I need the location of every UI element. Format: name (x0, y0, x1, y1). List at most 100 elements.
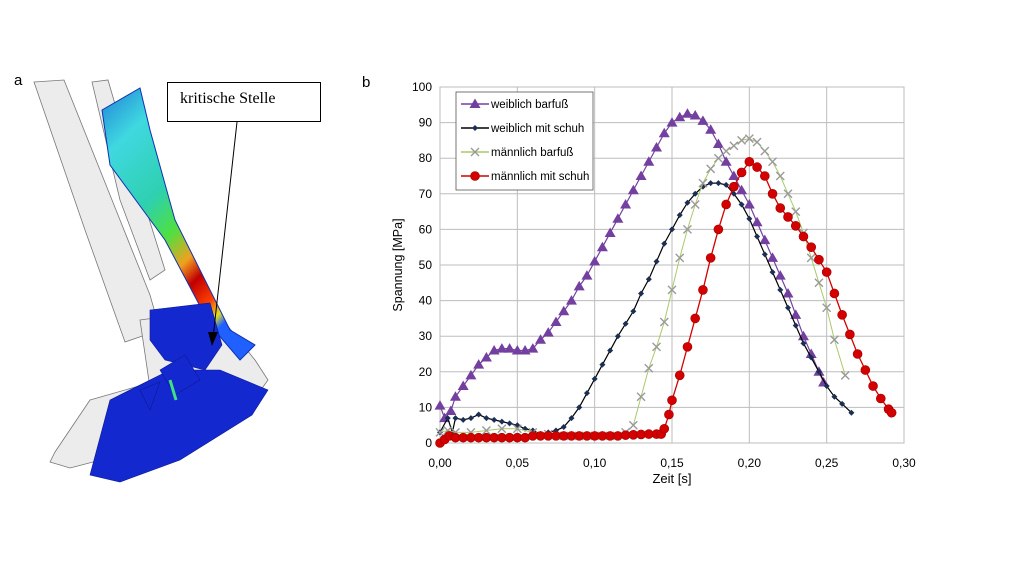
x-tick-label: 0,00 (428, 456, 452, 470)
data-point (768, 157, 778, 167)
data-point (581, 270, 593, 280)
data-point (596, 241, 608, 252)
data-point (496, 343, 508, 353)
y-tick-label: 100 (412, 80, 432, 94)
data-point (666, 117, 678, 127)
data-point (473, 359, 485, 369)
data-point (840, 370, 850, 380)
data-point (848, 409, 855, 416)
data-point (565, 295, 577, 305)
data-point (698, 285, 708, 295)
data-point (852, 349, 863, 359)
data-point (491, 416, 498, 423)
data-point (620, 198, 632, 209)
legend-label: weiblich mit schuh (490, 123, 584, 135)
data-point (635, 170, 647, 180)
data-point (805, 348, 817, 358)
series-0 (434, 108, 830, 423)
data-point (435, 427, 445, 437)
data-point (822, 303, 832, 313)
data-point (738, 201, 745, 208)
panel-label-b: b (362, 74, 371, 91)
legend-marker (470, 147, 480, 157)
data-point (783, 212, 793, 222)
data-point (860, 365, 871, 375)
data-point (452, 415, 459, 422)
x-tick-label: 0,15 (660, 456, 684, 470)
data-point (736, 167, 747, 178)
data-point (583, 390, 590, 397)
data-point (457, 380, 469, 391)
panel-label-a: a (14, 72, 23, 89)
data-point (444, 415, 451, 422)
data-point (645, 276, 652, 283)
data-point (800, 340, 807, 347)
data-point (754, 233, 761, 240)
data-point (720, 156, 732, 166)
data-point (682, 342, 693, 352)
data-point (682, 224, 692, 234)
data-point (829, 335, 839, 345)
data-point (604, 227, 616, 237)
data-point (627, 184, 639, 195)
y-tick-label: 80 (419, 151, 433, 165)
data-point (829, 288, 840, 299)
data-point (434, 400, 446, 410)
x-tick-label: 0,05 (506, 456, 530, 470)
data-point (661, 240, 668, 247)
data-point (676, 212, 683, 219)
data-point (652, 342, 662, 352)
data-point (769, 269, 776, 276)
x-axis-label: Zeit [s] (652, 471, 691, 486)
data-point (497, 424, 507, 434)
data-point (723, 181, 730, 188)
series-line (439, 113, 825, 420)
data-point (821, 267, 832, 277)
series-line (439, 138, 846, 437)
data-point (692, 190, 699, 197)
data-point (806, 242, 817, 252)
data-point (612, 213, 624, 223)
data-point (790, 309, 802, 319)
data-point (511, 344, 523, 355)
data-point (759, 171, 770, 181)
y-axis-label: Spannung [MPa] (391, 218, 405, 311)
data-point (614, 333, 621, 340)
legend-label: weiblich barfuß (490, 99, 568, 111)
data-point (737, 135, 747, 145)
data-point (638, 290, 645, 297)
data-point (730, 190, 737, 197)
data-point (744, 134, 754, 144)
data-point (715, 180, 722, 187)
data-point (512, 424, 522, 434)
data-point (576, 404, 583, 411)
y-tick-label: 0 (425, 436, 432, 450)
data-point (643, 156, 655, 166)
data-point (589, 255, 601, 266)
y-tick-label: 90 (419, 116, 433, 130)
data-point (467, 415, 474, 422)
data-point (712, 138, 724, 148)
data-point (628, 420, 638, 430)
legend-marker (472, 125, 478, 131)
data-point (792, 322, 799, 329)
y-tick-label: 50 (419, 258, 433, 272)
legend-marker (470, 171, 480, 181)
data-point (761, 251, 768, 258)
data-point (751, 216, 763, 227)
data-point (653, 258, 660, 265)
data-point (791, 207, 801, 217)
y-tick-label: 30 (419, 329, 433, 343)
data-point (506, 420, 513, 427)
data-point (449, 391, 461, 401)
data-point (504, 343, 516, 353)
data-point (667, 395, 677, 406)
data-point (767, 252, 779, 262)
grid (439, 86, 905, 444)
data-point (573, 280, 585, 291)
data-point (721, 199, 731, 210)
ankle-fem-illustration (33, 79, 269, 483)
data-point (777, 286, 784, 293)
data-point (728, 170, 740, 180)
